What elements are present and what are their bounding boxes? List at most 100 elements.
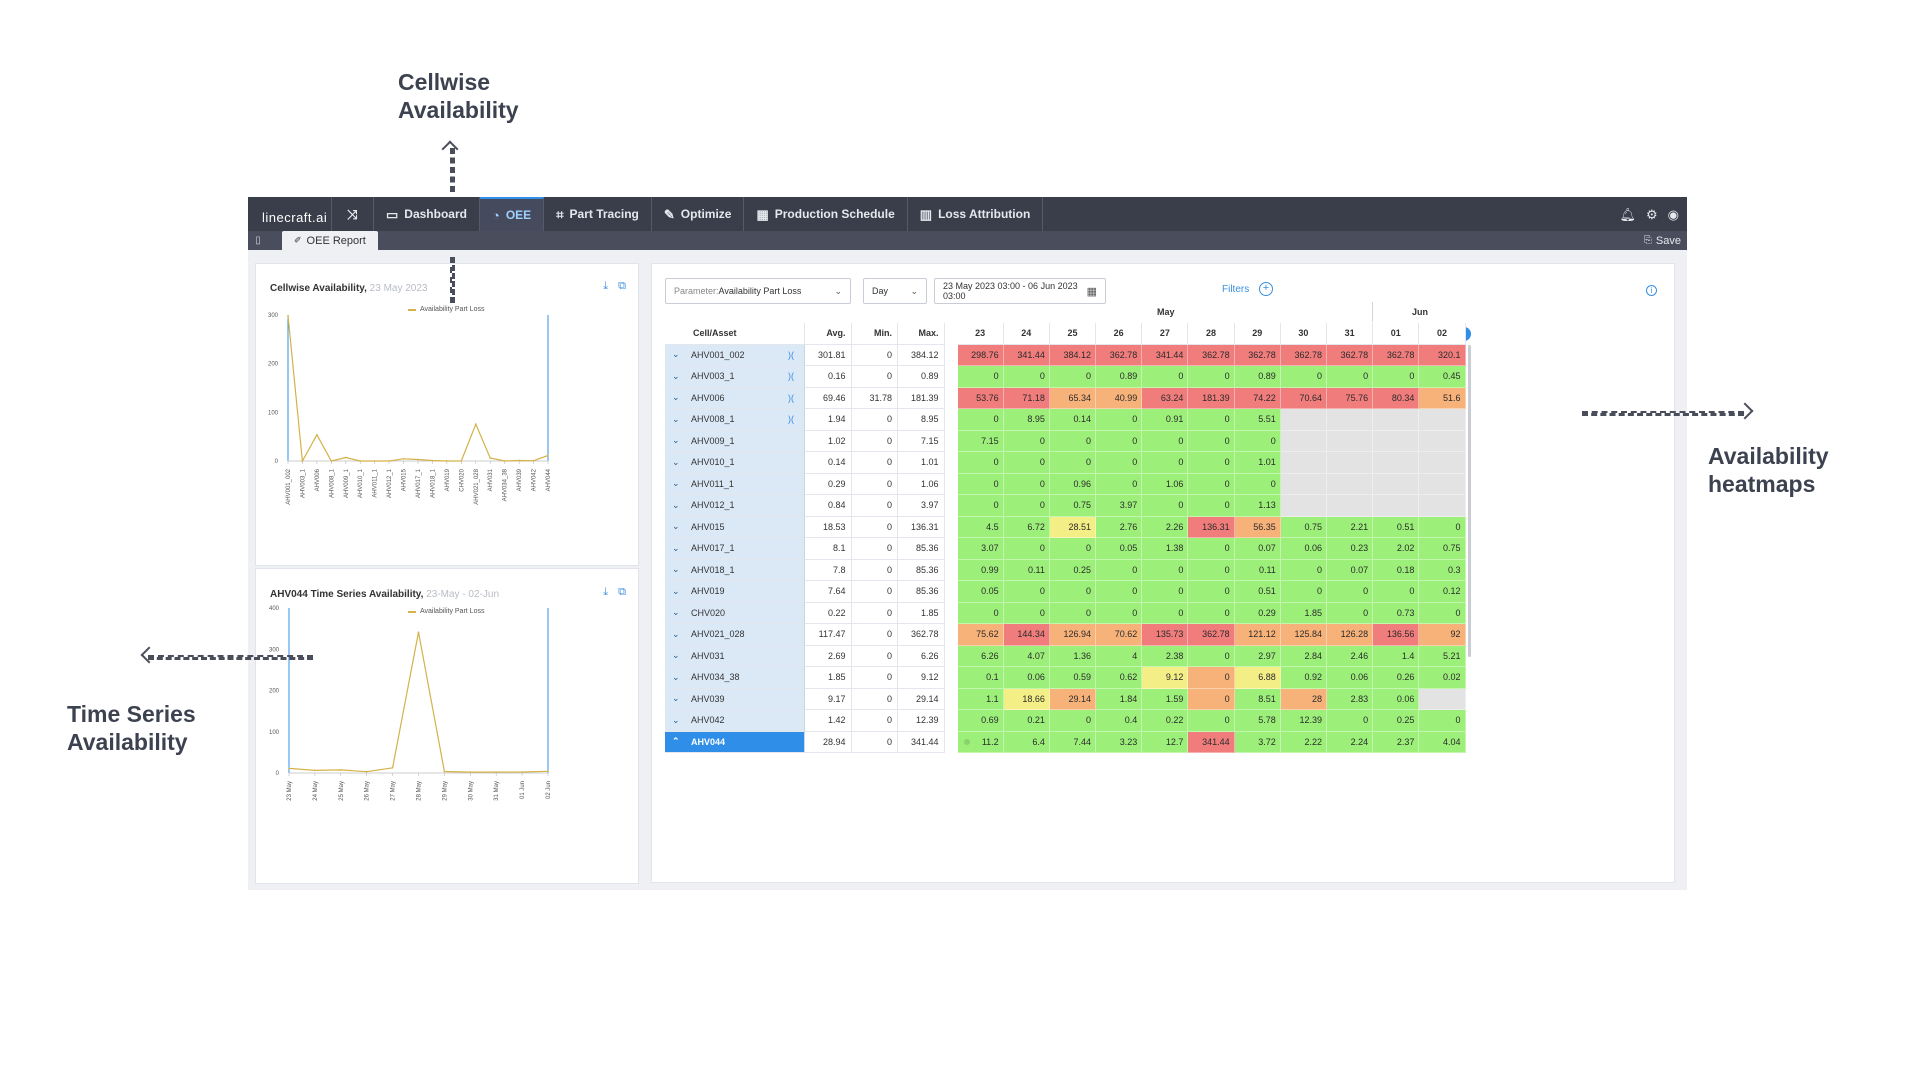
table-row[interactable]: ⌄ CHV020 0.22 0 1.85 0 0 0 0 0 0 0.29 1.85 0 0.73 0 [665, 602, 1466, 624]
heatmap-cell[interactable]: 0 [1188, 495, 1235, 517]
save-button[interactable]: ⎘ Save [1644, 231, 1687, 250]
heatmap-cell[interactable]: 0.14 [1049, 409, 1097, 431]
nav-optimize[interactable]: ✎ Optimize [652, 197, 745, 231]
asset-cell[interactable]: ⌄ AHV031 [665, 645, 805, 667]
nav-oee[interactable]: ◔ OEE [479, 197, 545, 231]
heatmap-cell[interactable]: 2.83 [1327, 688, 1374, 710]
heatmap-cell[interactable]: 0 [957, 473, 1004, 495]
chevron-down-icon[interactable]: ⌄ [672, 499, 680, 510]
heatmap-cell[interactable]: 0.25 [1373, 710, 1420, 732]
heatmap-cell[interactable]: 0 [1003, 581, 1050, 603]
heatmap-cell[interactable] [1419, 473, 1466, 495]
asset-cell[interactable]: ⌄ AHV018_1 [665, 559, 805, 581]
heatmap-cell[interactable]: 0.59 [1049, 667, 1097, 689]
heatmap-cell[interactable] [1327, 452, 1374, 474]
heatmap-cell[interactable]: 0.07 [1234, 538, 1281, 560]
heatmap-cell[interactable]: 75.62 [957, 624, 1004, 646]
heatmap-cell[interactable]: 0 [1188, 366, 1235, 388]
heatmap-cell[interactable]: 0 [1096, 473, 1143, 495]
heatmap-cell[interactable]: 0 [957, 366, 1004, 388]
heatmap-cell[interactable]: 320.1 [1419, 344, 1466, 366]
nav-production-schedule[interactable]: ▦ Production Schedule [744, 197, 908, 231]
heatmap-cell[interactable]: 0 [1096, 559, 1143, 581]
open-external-icon[interactable]: ⧉ [618, 586, 626, 598]
heatmap-cell[interactable]: 0 [1234, 473, 1281, 495]
heatmap-cell[interactable]: 5.21 [1419, 645, 1466, 667]
table-row[interactable]: ⌄ AHV034_38 1.85 0 9.12 0.1 0.06 0.59 0.62 9.12 0 6… [665, 667, 1466, 689]
heatmap-cell[interactable]: 0 [1188, 538, 1235, 560]
heatmap-cell[interactable]: 126.94 [1049, 624, 1097, 646]
heatmap-cell[interactable]: 8.51 [1234, 688, 1281, 710]
heatmap-cell[interactable]: 0.06 [1327, 667, 1374, 689]
heatmap-cell[interactable] [1373, 495, 1420, 517]
asset-cell[interactable]: ⌄ AHV009_1 [665, 430, 805, 452]
heatmap-cell[interactable]: 5.51 [1234, 409, 1281, 431]
heatmap-cell[interactable]: 0.45 [1419, 366, 1466, 388]
heatmap-cell[interactable]: 0.51 [1234, 581, 1281, 603]
heatmap-cell[interactable] [1419, 688, 1466, 710]
heatmap-cell[interactable]: 0.89 [1234, 366, 1281, 388]
heatmap-cell[interactable]: 0 [1003, 366, 1050, 388]
heatmap-cell[interactable]: 384.12 [1049, 344, 1097, 366]
asset-cell[interactable]: ⌄ AHV006)( [665, 387, 805, 409]
heatmap-cell[interactable] [1327, 409, 1374, 431]
heatmap-cell[interactable]: 0 [1188, 430, 1235, 452]
table-row[interactable]: ⌄ AHV006)(69.46 31.78 181.39 53.76 71.18 65.34… [665, 387, 1466, 409]
heatmap-cell[interactable]: 92 [1419, 624, 1466, 646]
heatmap-cell[interactable]: 4.07 [1003, 645, 1050, 667]
header-cell-asset[interactable]: Cell/Asset [665, 323, 805, 345]
table-row[interactable]: ⌄ AHV003_1)(0.16 0 0.89 0 0 0 0.89 0 0 0.89 0 0 0 0.45 [665, 366, 1466, 388]
granularity-select[interactable]: Day ⌄ [863, 278, 927, 304]
heatmap-cell[interactable]: 29.14 [1049, 688, 1097, 710]
table-row[interactable]: ⌄ AHV012_1 0.84 0 3.97 0 0 0.75 3.97 0 0 1.13 [665, 495, 1466, 517]
heatmap-cell[interactable]: 6.26 [957, 645, 1004, 667]
heatmap-cell[interactable]: 0 [957, 409, 1004, 431]
heatmap-cell[interactable]: 0 [957, 452, 1004, 474]
heatmap-cell[interactable]: 0 [957, 495, 1004, 517]
heatmap-cell[interactable] [1373, 430, 1420, 452]
heatmap-cell[interactable]: 0.21 [1003, 710, 1050, 732]
heatmap-cell[interactable]: 0.89 [1096, 366, 1143, 388]
nav-dashboard[interactable]: ▭ Dashboard [374, 197, 480, 231]
chevron-down-icon[interactable]: ⌄ [672, 478, 680, 489]
chevron-down-icon[interactable]: ⌄ [672, 585, 680, 596]
heatmap-cell[interactable]: 0.96 [1049, 473, 1097, 495]
heatmap-cell[interactable]: 0.92 [1280, 667, 1327, 689]
heatmap-cell[interactable]: 126.28 [1327, 624, 1374, 646]
chevron-down-icon[interactable]: ⌄ [672, 693, 680, 704]
heatmap-cell[interactable]: 0 [1096, 581, 1143, 603]
heatmap-cell[interactable]: 0 [1096, 430, 1143, 452]
table-row[interactable]: ⌄ AHV039 9.17 0 29.14 1.1 18.66 29.14 1.84 1.59 0 8… [665, 688, 1466, 710]
heatmap-cell[interactable]: 0 [1049, 538, 1097, 560]
chevron-down-icon[interactable]: ⌄ [672, 370, 680, 381]
table-row[interactable]: ⌄ AHV017_1 8.1 0 85.36 3.07 0 0 0.05 1.38 0 0.07 0.0… [665, 538, 1466, 560]
heatmap-cell[interactable]: 0.18 [1373, 559, 1420, 581]
download-icon[interactable]: ⤓ [603, 586, 609, 598]
chevron-down-icon[interactable]: ⌄ [672, 650, 680, 661]
heatmap-cell[interactable]: 0 [1327, 710, 1374, 732]
chevron-down-icon[interactable]: ⌄ [672, 607, 680, 618]
gear-icon[interactable]: ⚙ [1646, 206, 1658, 222]
heatmap-cell[interactable]: 0 [1049, 430, 1097, 452]
chevron-down-icon[interactable]: ⌄ [672, 413, 680, 424]
heatmap-cell[interactable]: 0 [1096, 409, 1143, 431]
heatmap-cell[interactable]: 0 [1280, 559, 1327, 581]
heatmap-cell[interactable] [1280, 452, 1327, 474]
heatmap-cell[interactable]: 0.73 [1373, 602, 1420, 624]
heatmap-cell[interactable]: 0.06 [1003, 667, 1050, 689]
heatmap-cell[interactable]: 0 [1188, 581, 1235, 603]
table-row[interactable]: ⌄ AHV031 2.69 0 6.26 6.26 4.07 1.36 4 2.38 0 2.97 2.… [665, 645, 1466, 667]
chevron-down-icon[interactable]: ⌄ [672, 435, 680, 446]
heatmap-cell[interactable]: 6.72 [1003, 516, 1050, 538]
heatmap-cell[interactable]: 51.6 [1419, 387, 1466, 409]
heatmap-cell[interactable]: 0.26 [1373, 667, 1420, 689]
heatmap-cell[interactable] [1327, 495, 1374, 517]
heatmap-cell[interactable] [1280, 430, 1327, 452]
heatmap-cell[interactable]: 0 [1327, 581, 1374, 603]
heatmap-cell[interactable]: 0.06 [1280, 538, 1327, 560]
download-icon[interactable]: ⤓ [603, 280, 609, 292]
user-icon[interactable]: ◉ [1667, 206, 1679, 222]
open-external-icon[interactable]: ⧉ [618, 280, 626, 292]
heatmap-cell[interactable]: 0.02 [1419, 667, 1466, 689]
heatmap-cell[interactable] [1419, 409, 1466, 431]
